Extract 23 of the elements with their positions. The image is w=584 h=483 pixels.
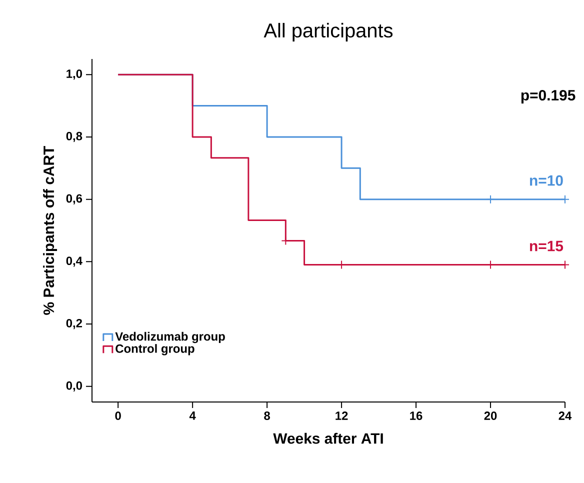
y-tick-label: 0,2 xyxy=(66,318,82,330)
chart-title: All participants xyxy=(264,22,393,42)
legend-label: Vedolizumab group xyxy=(115,332,225,344)
y-tick-label: 0,6 xyxy=(66,194,82,204)
y-axis-title: % Participants off cART xyxy=(43,146,58,315)
x-tick-label: 0 xyxy=(115,412,121,420)
annotation: p=0.195 xyxy=(521,90,576,104)
x-tick-label: 16 xyxy=(410,412,422,420)
point xyxy=(486,194,496,204)
x-tick-label: 24 xyxy=(558,412,572,420)
annotation: n=10 xyxy=(530,175,563,186)
x-tick-label: 20 xyxy=(484,412,497,420)
annotation: n=15 xyxy=(530,240,564,252)
y-tick-label: 1,0 xyxy=(66,69,82,80)
y-tick-label: 0,0 xyxy=(66,381,82,392)
x-tick-label: 8 xyxy=(264,412,270,420)
x-tick-label: 4 xyxy=(189,412,196,420)
y-tick-label: 0,8 xyxy=(66,132,82,142)
legend-label: Control group xyxy=(116,344,194,356)
point xyxy=(560,194,570,204)
x-axis-title: Weeks after ATI xyxy=(273,432,383,444)
x-tick-label: 12 xyxy=(336,412,348,420)
y-tick-label: 0,4 xyxy=(66,256,82,267)
